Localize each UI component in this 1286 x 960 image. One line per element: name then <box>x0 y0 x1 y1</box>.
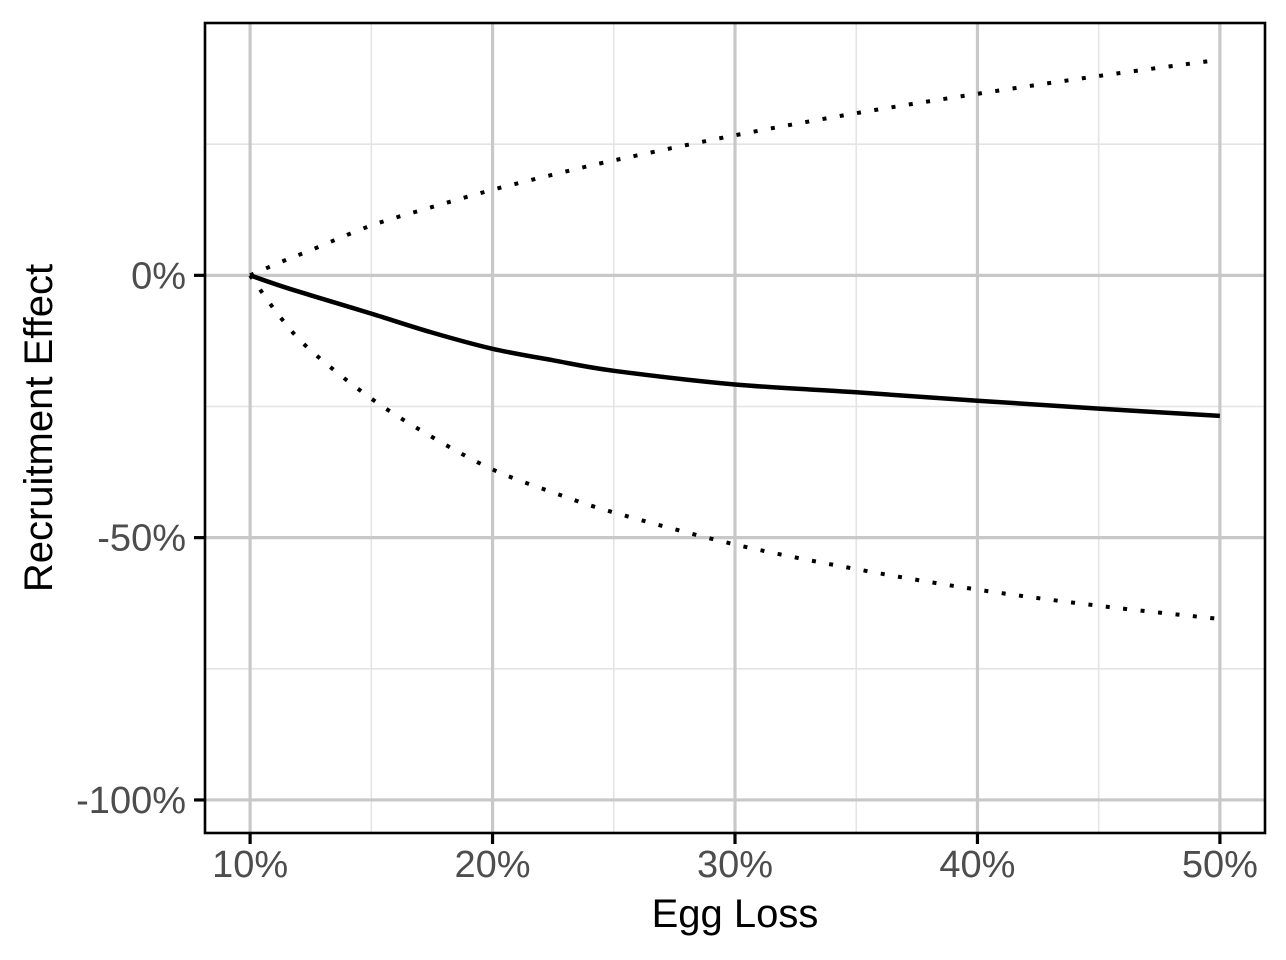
x-tick-label: 20% <box>455 844 531 886</box>
axis-layer: 10% 20% 30% 40% 50% 0% -50% -100% <box>76 255 1258 886</box>
x-tick-label: 10% <box>212 844 288 886</box>
y-tick-label: 0% <box>131 255 186 297</box>
y-axis-title: Recruitment Effect <box>17 264 61 592</box>
grid-layer <box>205 23 1265 833</box>
x-tick-label: 50% <box>1182 844 1258 886</box>
y-tick-label: -100% <box>76 780 186 822</box>
x-tick-label: 30% <box>697 844 773 886</box>
panel-border <box>203 21 1267 835</box>
series-layer <box>248 57 1221 621</box>
x-axis-title: Egg Loss <box>652 892 819 936</box>
series-upper-confidence-bound <box>249 57 1221 278</box>
series-mean-recruitment-effect <box>249 273 1221 419</box>
y-tick-label: -50% <box>97 518 186 560</box>
x-tick-label: 40% <box>939 844 1015 886</box>
